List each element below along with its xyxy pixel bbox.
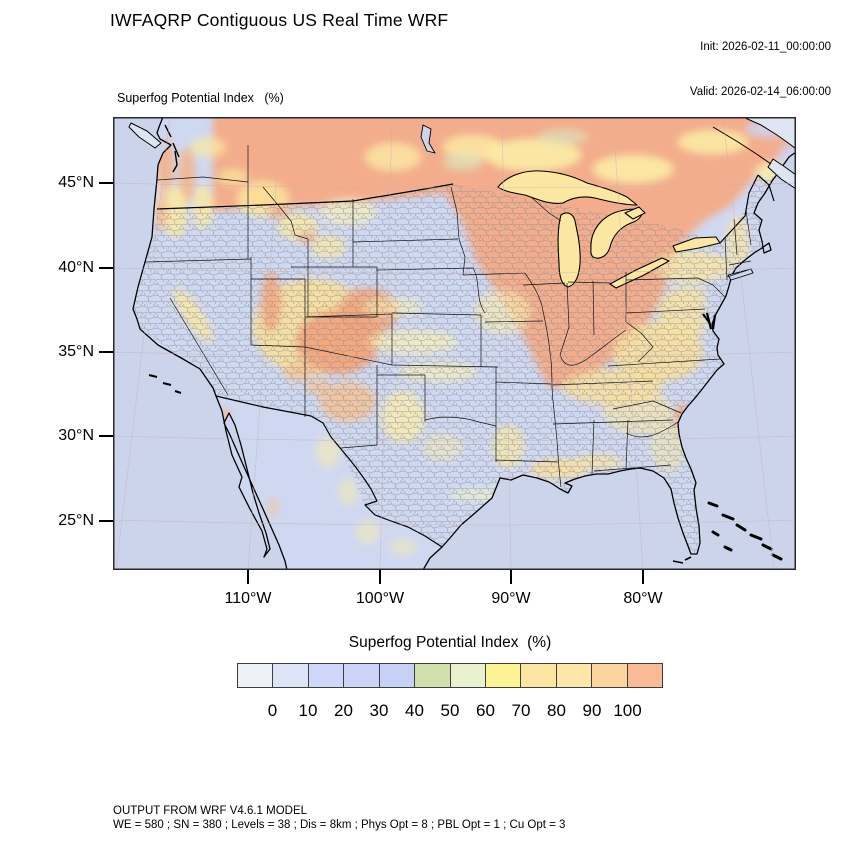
conus-spi-map: [112, 112, 803, 571]
colorbar-cell: [414, 663, 451, 688]
colorbar-tick-label: 70: [511, 701, 531, 720]
lat-tick-label: 35°N: [58, 343, 94, 360]
lon-tick-label: 100°W: [355, 590, 405, 607]
colorbar-cell: [307, 663, 345, 688]
lat-tick-label: 40°N: [58, 259, 94, 276]
init-time-label: Init: 2026-02-11_00:00:00: [700, 41, 831, 53]
colorbar-cell: [378, 663, 416, 688]
colorbar-tick-label: 60: [476, 701, 495, 720]
lat-tick-mark: [99, 520, 113, 522]
model-config-line: WE = 580 ; SN = 380 ; Levels = 38 ; Dis …: [113, 819, 566, 831]
state-borders: [144, 145, 752, 488]
model-output-line: OUTPUT FROM WRF V4.6.1 MODEL: [113, 805, 308, 817]
great-lakes: [497, 170, 721, 289]
colorbar-cell: [520, 663, 557, 688]
map-panel: [112, 112, 803, 571]
lon-tick-mark: [642, 570, 644, 584]
graticule: [112, 116, 797, 571]
colorbar-tick-label: 40: [405, 701, 424, 720]
atlantic-gulf-ocean: [422, 151, 797, 571]
lat-tick-mark: [99, 267, 113, 269]
colorbar-title: Superfog Potential Index (%): [348, 634, 552, 651]
map-frame: [113, 117, 796, 570]
lat-tick-label: 25°N: [58, 512, 94, 529]
lat-tick-label: 30°N: [58, 427, 94, 444]
colorbar-tick-label: 80: [547, 701, 566, 720]
colorbar-cell: [272, 663, 309, 688]
lat-tick-label: 45°N: [58, 174, 94, 191]
colorbar-tick-label: 10: [298, 701, 318, 720]
lat-tick-mark: [99, 182, 113, 184]
field-label: Superfog Potential Index (%): [117, 91, 284, 105]
page-title: IWFAQRP Contiguous US Real Time WRF: [110, 10, 449, 30]
colorbar-cell: [449, 663, 486, 688]
colorbar-tick-label: 20: [334, 701, 353, 720]
colorbar-tick-label: 0: [267, 701, 278, 720]
colorbar-tick-label: 90: [582, 701, 602, 720]
colorbar-cell: [237, 663, 274, 688]
colorbar-tick-label: 100: [613, 701, 642, 720]
lon-tick-label: 90°W: [491, 590, 531, 607]
colorbar-cell: [555, 663, 593, 688]
lat-tick-mark: [99, 351, 113, 353]
lon-tick-label: 80°W: [623, 590, 663, 607]
run-info-block: Init: 2026-02-11_00:00:00 Valid: 2026-02…: [690, 10, 831, 130]
lon-tick-mark: [510, 570, 512, 584]
colorbar-tick-label: 30: [369, 701, 389, 720]
colorbar-cell: [343, 663, 380, 688]
islands-and-bays: [128, 116, 797, 564]
colorbar-cell: [591, 663, 628, 688]
valid-time-label: Valid: 2026-02-14_06:00:00: [689, 86, 831, 98]
colorbar-tick-label: 50: [440, 701, 460, 720]
colorbar-cell: [626, 663, 664, 688]
lon-tick-label: 110°W: [224, 590, 272, 607]
colorbar-cells: [237, 663, 664, 688]
lon-tick-mark: [379, 570, 381, 584]
lon-tick-mark: [247, 570, 249, 584]
lat-tick-mark: [99, 435, 113, 437]
colorbar-cell: [484, 663, 522, 688]
